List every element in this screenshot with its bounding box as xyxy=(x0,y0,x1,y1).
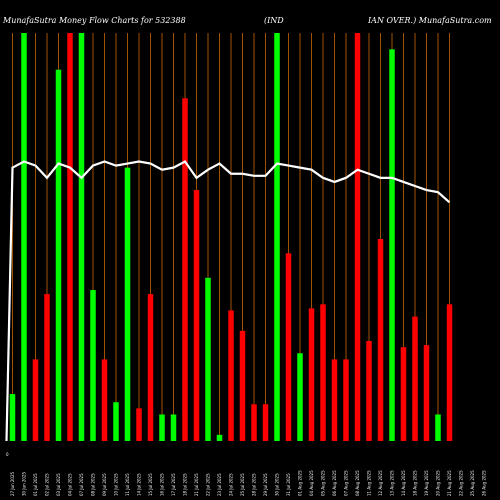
x-tick-label: 27 Jun 2025 xyxy=(10,471,15,496)
x-tick-label: 14 Jul 2025 xyxy=(137,473,142,496)
money-flow-bar xyxy=(423,345,430,441)
x-tick-label: 01 Aug 2025 xyxy=(298,470,303,496)
money-flow-bar xyxy=(297,353,303,441)
x-tick-label: 09 Jul 2025 xyxy=(102,473,107,496)
x-tick-label: 25 Aug 2025 xyxy=(470,470,475,496)
money-flow-bar xyxy=(159,414,165,441)
money-flow-bar xyxy=(228,310,234,441)
money-flow-bar xyxy=(32,359,39,441)
x-tick-label: 24 Jul 2025 xyxy=(229,473,234,496)
money-flow-bar xyxy=(274,33,280,441)
money-flow-bar xyxy=(262,404,269,441)
x-tick-label: 23 Jul 2025 xyxy=(217,473,222,496)
x-tick-label: 17 Jul 2025 xyxy=(171,473,176,496)
money-flow-bar xyxy=(320,304,326,441)
money-flow-bar xyxy=(354,33,361,441)
x-tick-label: 19 Aug 2025 xyxy=(424,470,429,496)
chart-header-left: MunafaSutra Money Flow Charts for 532388 xyxy=(2,16,186,25)
money-flow-bar xyxy=(124,167,131,441)
money-flow-bar xyxy=(9,394,16,441)
money-flow-bar xyxy=(182,98,188,441)
x-tick-label: 05 Aug 2025 xyxy=(321,470,326,496)
x-tick-label: 02 Jul 2025 xyxy=(45,473,50,496)
x-tick-label: 06 Aug 2025 xyxy=(332,470,337,496)
x-tick-label: 08 Aug 2025 xyxy=(355,470,360,496)
money-flow-bar xyxy=(44,294,50,441)
x-tick-label: 30 Jun 2025 xyxy=(22,471,27,496)
money-flow-bar xyxy=(136,408,142,441)
x-tick-label: 07 Aug 2025 xyxy=(344,470,349,496)
x-tick-label: 31 Jul 2025 xyxy=(286,473,291,496)
x-tick-label: 16 Jul 2025 xyxy=(160,473,165,496)
money-flow-bar xyxy=(446,304,453,441)
money-flow-bar xyxy=(389,49,395,441)
chart-header-middle: (IND xyxy=(264,16,284,25)
money-flow-bar xyxy=(170,414,177,441)
money-flow-bar xyxy=(90,290,96,441)
money-flow-bar xyxy=(55,69,62,441)
x-tick-labels: 27 Jun 2025 30 Jun 2025 01 Jul 2025 02 Jul … xyxy=(10,470,487,496)
x-tick-label: 29 Jul 2025 xyxy=(263,473,268,496)
x-tick-label: 03 Jul 2025 xyxy=(56,473,61,496)
x-tick-label: 18 Aug 2025 xyxy=(413,470,418,496)
x-tick-label: 07 Jul 2025 xyxy=(79,473,84,496)
money-flow-bar xyxy=(205,277,211,441)
x-tick-label: 04 Jul 2025 xyxy=(68,473,73,496)
money-flow-bar xyxy=(285,253,292,441)
x-tick-label: 12 Aug 2025 xyxy=(378,470,383,496)
money-flow-bar xyxy=(343,359,349,441)
x-tick-label: 22 Aug 2025 xyxy=(459,470,464,496)
x-tick-label: 21 Aug 2025 xyxy=(447,470,452,496)
money-flow-bar xyxy=(331,359,338,441)
money-flow-bar xyxy=(412,316,418,441)
x-tick-label: 25 Jul 2025 xyxy=(240,473,245,496)
money-flow-bar xyxy=(67,33,73,441)
money-flow-bar xyxy=(147,294,154,441)
x-tick-label: 08 Jul 2025 xyxy=(91,473,96,496)
x-tick-label: 15 Jul 2025 xyxy=(148,473,153,496)
money-flow-bar xyxy=(21,33,27,441)
x-tick-label: 28 Jul 2025 xyxy=(252,473,257,496)
money-flow-bar xyxy=(435,414,441,441)
x-tick-label: 18 Jul 2025 xyxy=(183,473,188,496)
x-tick-label: 26 Aug 2025 xyxy=(482,470,487,496)
x-tick-label: 10 Jul 2025 xyxy=(114,473,119,496)
money-flow-bar xyxy=(216,434,223,441)
y-zero-label: 0 xyxy=(6,452,9,457)
money-flow-bar xyxy=(251,404,257,441)
money-flow-bar xyxy=(366,341,372,441)
trend-line xyxy=(5,160,451,442)
x-tick-label: 04 Aug 2025 xyxy=(309,470,314,496)
x-tick-label: 14 Aug 2025 xyxy=(401,470,406,496)
money-flow-bar xyxy=(377,239,384,441)
money-flow-bar xyxy=(193,190,200,441)
x-tick-label: 01 Jul 2025 xyxy=(33,473,38,496)
money-flow-bar xyxy=(308,308,315,441)
money-flow-bar xyxy=(101,359,108,441)
x-tick-label: 11 Aug 2025 xyxy=(367,470,372,496)
x-tick-label: 30 Jul 2025 xyxy=(275,473,280,496)
x-tick-label: 13 Aug 2025 xyxy=(390,470,395,496)
x-tick-label: 22 Jul 2025 xyxy=(206,473,211,496)
x-tick-label: 21 Jul 2025 xyxy=(194,473,199,496)
money-flow-bar xyxy=(78,33,85,441)
money-flow-bar xyxy=(400,347,407,441)
money-flow-bar xyxy=(113,402,119,441)
chart-header-right: IAN OVER.) MunafaSutra.com xyxy=(367,16,492,25)
x-tick-label: 20 Aug 2025 xyxy=(436,470,441,496)
money-flow-bar xyxy=(239,330,246,441)
x-tick-label: 11 Jul 2025 xyxy=(125,473,130,496)
money-flow-bars xyxy=(9,33,453,441)
